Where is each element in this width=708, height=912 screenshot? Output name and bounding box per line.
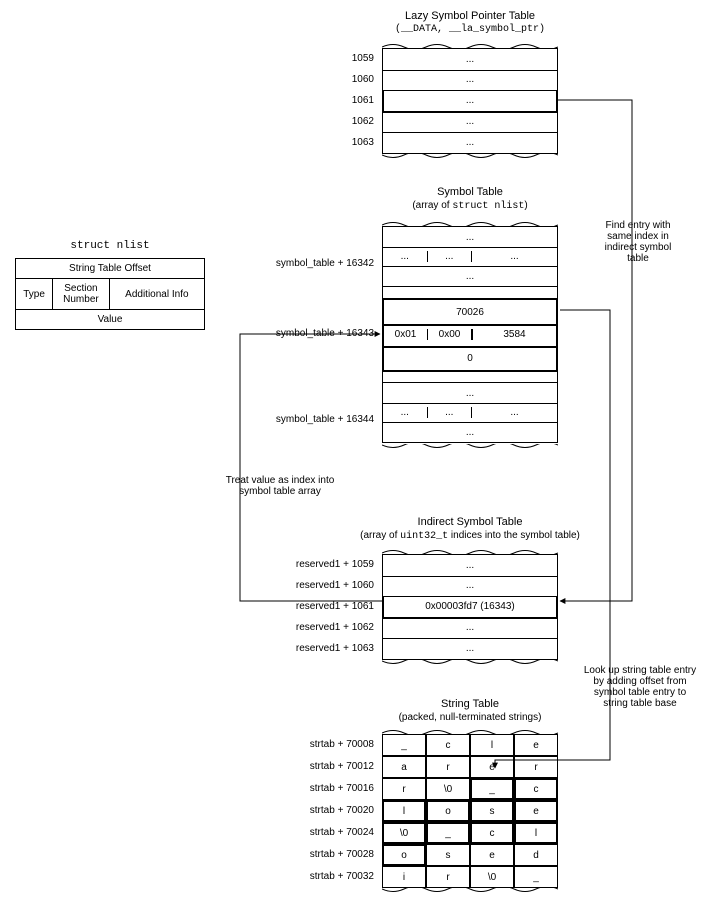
sym-title: Symbol Table <box>370 186 570 198</box>
annotation-lookup-string: Look up string table entry by adding off… <box>575 665 705 709</box>
string-cell: e <box>470 844 514 866</box>
string-cell: _ <box>426 822 470 844</box>
str-subtitle: (packed, null-terminated strings) <box>350 712 590 723</box>
sym-row-ellipsis: ... <box>382 422 558 443</box>
sym-row-label: symbol_table + 16343 <box>250 328 374 339</box>
lazy-row: ... <box>382 111 558 133</box>
annotation-find-entry: Find entry with same index in indirect s… <box>588 220 688 264</box>
nlist-row-offset: String Table Offset <box>16 259 205 279</box>
string-cell: \0 <box>382 822 426 844</box>
string-row-label: strtab + 70032 <box>288 871 374 882</box>
ind-row: ... <box>382 554 558 577</box>
lazy-row-label: 1061 <box>320 95 374 106</box>
ind-row: ... <box>382 638 558 660</box>
struct-nlist-table: String Table Offset Type Section Number … <box>15 258 205 330</box>
sym-row-label: symbol_table + 16344 <box>250 414 374 425</box>
string-cell: _ <box>470 778 514 800</box>
string-cell: o <box>382 844 426 866</box>
ind-row-label: reserved1 + 1062 <box>268 622 374 633</box>
str-title: String Table <box>370 698 570 710</box>
sym-subtitle-mono: struct nlist <box>452 201 524 212</box>
sym-sel-a: 0x01 <box>384 329 427 340</box>
string-cell: c <box>514 778 558 800</box>
sym-subtitle: (array of struct nlist) <box>340 200 600 212</box>
ind-title: Indirect Symbol Table <box>370 516 570 528</box>
string-cell: l <box>514 822 558 844</box>
string-row-label: strtab + 70024 <box>288 827 374 838</box>
string-cell: r <box>514 756 558 778</box>
string-cell: s <box>470 800 514 822</box>
string-cell: e <box>514 800 558 822</box>
string-cell: s <box>426 844 470 866</box>
string-row-label: strtab + 70020 <box>288 805 374 816</box>
symbol-table: ... ......... ... 70026 0x01 0x00 3584 0… <box>382 222 558 470</box>
lazy-title: Lazy Symbol Pointer Table <box>370 10 570 22</box>
lazy-subtitle: (__DATA, __la_symbol_ptr) <box>370 24 570 35</box>
string-row-label: strtab + 70028 <box>288 849 374 860</box>
tear-icon <box>382 444 558 450</box>
sym-row-ellipsis: ... <box>382 382 558 404</box>
string-cell: _ <box>514 866 558 888</box>
ind-row-label: reserved1 + 1063 <box>268 643 374 654</box>
sym-sel-middle: 0x01 0x00 3584 <box>382 322 558 348</box>
lazy-row: ... <box>382 48 558 71</box>
lazy-table: ............... <box>382 44 558 156</box>
ind-row: 0x00003fd7 (16343) <box>382 596 558 619</box>
string-cell: c <box>426 734 470 756</box>
ind-row: ... <box>382 575 558 597</box>
string-cell: d <box>514 844 558 866</box>
sym-row-split: ......... <box>382 246 558 267</box>
string-cell: a <box>382 756 426 778</box>
string-cell: c <box>470 822 514 844</box>
sym-sel-c: 3584 <box>471 329 556 340</box>
sym-sel-b: 0x00 <box>427 329 471 340</box>
nlist-row-value: Value <box>16 310 205 330</box>
struct-nlist-box: struct nlist String Table Offset Type Se… <box>15 240 205 330</box>
ind-subtitle: (array of uint32_t indices into the symb… <box>310 530 630 542</box>
ind-row: ... <box>382 617 558 639</box>
string-cell: r <box>382 778 426 800</box>
annotation-treat-value: Treat value as index into symbol table a… <box>200 475 360 497</box>
string-cell: l <box>382 800 426 822</box>
string-cell: _ <box>382 734 426 756</box>
string-cell: e <box>470 756 514 778</box>
tear-icon <box>382 154 558 160</box>
string-row-label: strtab + 70008 <box>288 739 374 750</box>
nlist-cell-type: Type <box>16 279 53 310</box>
string-cell: \0 <box>426 778 470 800</box>
tear-icon <box>382 888 558 894</box>
string-cell: r <box>426 866 470 888</box>
ind-row-label: reserved1 + 1061 <box>268 601 374 612</box>
string-cell: \0 <box>470 866 514 888</box>
sym-row-label: symbol_table + 16342 <box>250 258 374 269</box>
string-cell: i <box>382 866 426 888</box>
lazy-row-label: 1060 <box>320 74 374 85</box>
nlist-cell-addinfo: Additional Info <box>109 279 204 310</box>
string-row-label: strtab + 70016 <box>288 783 374 794</box>
lazy-row-label: 1062 <box>320 116 374 127</box>
lazy-row: ... <box>382 132 558 154</box>
lazy-row: ... <box>382 90 558 113</box>
struct-nlist-title: struct nlist <box>15 240 205 252</box>
string-cell: e <box>514 734 558 756</box>
lazy-row: ... <box>382 69 558 91</box>
tear-icon <box>382 660 558 666</box>
sym-row-ellipsis: ... <box>382 226 558 248</box>
sym-row-ellipsis: ... <box>382 266 558 287</box>
string-cell: r <box>426 756 470 778</box>
nlist-cell-secnum: Section Number <box>53 279 110 310</box>
string-row-label: strtab + 70012 <box>288 761 374 772</box>
ind-row-label: reserved1 + 1060 <box>268 580 374 591</box>
string-cell: l <box>470 734 514 756</box>
sym-sel-value: 0 <box>382 346 558 372</box>
indirect-table: ......0x00003fd7 (16343)...... <box>382 550 558 662</box>
ind-row-label: reserved1 + 1059 <box>268 559 374 570</box>
lazy-row-label: 1059 <box>320 53 374 64</box>
sym-row-split: ......... <box>382 402 558 423</box>
lazy-row-label: 1063 <box>320 137 374 148</box>
string-cell: o <box>426 800 470 822</box>
